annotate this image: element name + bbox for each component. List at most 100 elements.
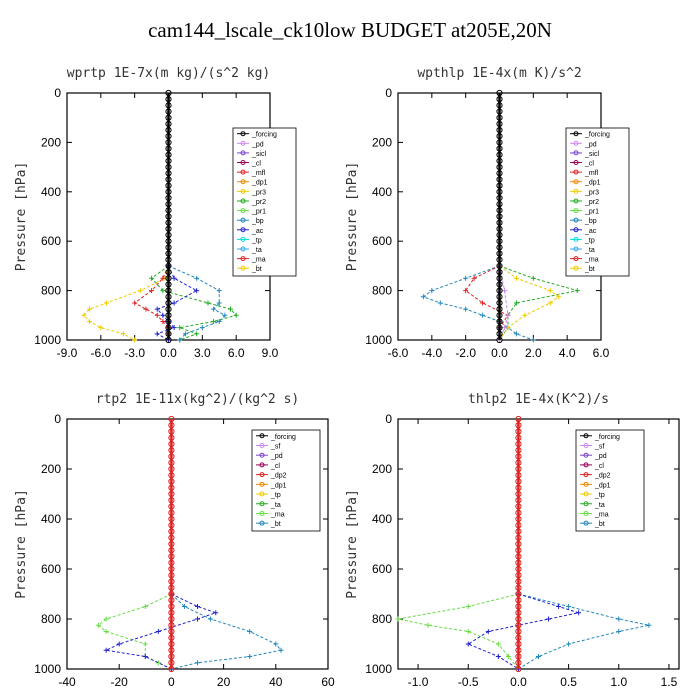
y-tick-label: 1000	[34, 333, 61, 347]
data-point	[505, 312, 511, 318]
data-point	[168, 415, 175, 423]
legend-label: _pr1	[251, 209, 266, 216]
data-point	[213, 610, 219, 616]
data-point	[496, 250, 503, 257]
legend-marker	[573, 140, 579, 146]
x-tick-label: 3.0	[194, 346, 211, 360]
data-point	[132, 337, 138, 343]
data-point	[168, 459, 175, 466]
data-point	[87, 318, 93, 324]
legend-label: _forcing	[594, 434, 620, 441]
y-tick-label: 200	[41, 135, 61, 149]
data-point	[165, 268, 172, 276]
data-point	[211, 306, 217, 312]
legend-marker	[583, 452, 589, 458]
legend-marker	[240, 179, 246, 185]
data-point	[502, 288, 508, 294]
data-point	[278, 647, 284, 653]
data-point	[168, 440, 175, 448]
data-point	[515, 597, 522, 604]
y-tick-label: 400	[41, 185, 61, 199]
data-point	[515, 640, 522, 648]
data-point	[496, 176, 503, 183]
legend-label: _forcing	[270, 434, 296, 441]
legend-marker	[573, 227, 579, 233]
legend-label: _tp	[584, 237, 595, 244]
x-tick-label: 0.0	[491, 346, 508, 360]
data-point	[155, 629, 161, 634]
data-point	[429, 288, 435, 294]
data-point	[168, 434, 175, 441]
data-point	[182, 331, 188, 337]
data-point	[165, 312, 172, 319]
data-point	[177, 337, 183, 343]
data-point	[515, 590, 522, 598]
legend-label: _cl	[584, 161, 594, 168]
legend-label: _dp1	[594, 482, 611, 489]
y-tick-label: 600	[372, 562, 392, 576]
data-point	[515, 484, 522, 491]
data-point	[194, 288, 200, 294]
data-point	[515, 653, 522, 660]
data-point	[165, 120, 172, 127]
data-point	[165, 201, 172, 208]
data-point	[165, 170, 172, 177]
legend-marker	[583, 462, 589, 468]
legend-marker	[240, 169, 246, 175]
figure-title: cam144_lscale_ck10low BUDGET at205E,20N	[148, 18, 552, 42]
legend-marker	[583, 520, 589, 526]
data-point	[165, 151, 172, 158]
data-point	[168, 653, 175, 660]
legend-marker	[573, 217, 579, 223]
data-point	[496, 133, 503, 140]
data-point	[165, 324, 172, 331]
data-point	[515, 603, 522, 610]
data-point	[168, 497, 175, 504]
data-point	[154, 331, 160, 337]
data-point	[181, 604, 187, 609]
data-point	[165, 213, 172, 220]
data-point	[208, 616, 214, 622]
data-point	[496, 188, 503, 195]
data-point	[168, 628, 175, 635]
data-point	[165, 281, 172, 288]
x-tick-label: 2.0	[525, 346, 542, 360]
data-point	[502, 325, 508, 331]
data-point	[515, 578, 522, 585]
plot-frame	[66, 418, 329, 670]
data-point	[171, 325, 177, 331]
data-point	[496, 194, 503, 202]
data-point	[465, 604, 471, 609]
x-tick-label: -9.0	[57, 346, 78, 360]
data-point	[87, 306, 93, 312]
data-point	[168, 490, 175, 498]
data-point	[103, 629, 109, 634]
legend-label: _pr1	[584, 209, 599, 216]
legend-marker	[259, 510, 265, 516]
data-point	[515, 440, 522, 448]
x-tick-label: 0.0	[160, 346, 177, 360]
data-point	[120, 331, 126, 337]
data-point	[515, 553, 522, 560]
data-point	[168, 484, 175, 491]
data-point	[574, 288, 580, 294]
data-point	[247, 629, 253, 634]
legend-marker	[573, 160, 579, 166]
legend-label: _dp1	[251, 180, 268, 187]
data-point	[168, 640, 175, 648]
data-point	[154, 312, 160, 318]
plot-frame	[397, 418, 680, 670]
panel-1: wprtp 1E-7x(m kg)/(s^2 kg) Pressure [hPa]…	[14, 66, 297, 360]
data-point	[81, 312, 87, 318]
data-point	[556, 294, 562, 300]
y-tick-label: 200	[41, 462, 61, 476]
y-tick-label: 1000	[365, 333, 392, 347]
data-point	[168, 428, 175, 435]
data-point	[515, 415, 522, 423]
data-point	[566, 604, 572, 609]
data-point	[116, 641, 122, 647]
data-point	[168, 572, 175, 579]
data-point	[465, 629, 471, 634]
data-point	[496, 299, 503, 307]
data-point	[463, 306, 469, 312]
